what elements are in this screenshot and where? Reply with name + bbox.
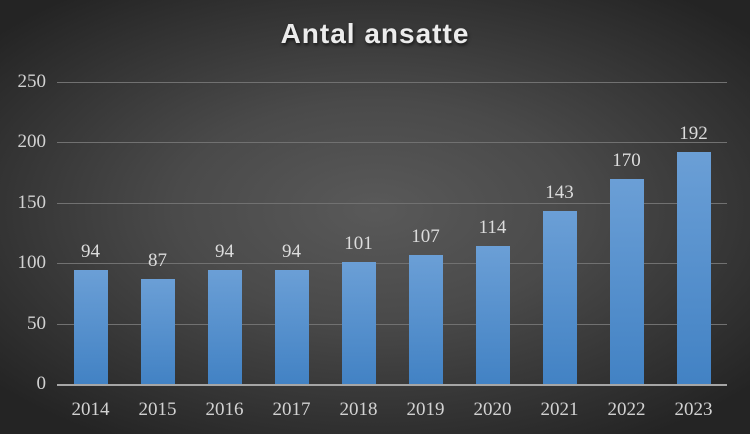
bar-value-label: 107 <box>411 225 440 247</box>
bar-value-label: 87 <box>148 249 167 271</box>
x-axis-tick-label: 2014 <box>71 399 110 420</box>
y-axis-tick-label: 0 <box>36 373 47 394</box>
bar-2021 <box>542 211 577 384</box>
bar-value-label: 143 <box>545 182 574 204</box>
y-axis-tick-label: 100 <box>17 252 47 274</box>
bar-value-label: 170 <box>612 149 641 171</box>
bar-2016 <box>207 270 242 384</box>
y-gridline <box>57 142 727 144</box>
bar-value-label: 94 <box>81 241 100 263</box>
y-gridline <box>57 263 727 265</box>
y-gridline <box>57 202 727 204</box>
x-axis-tick-label: 2021 <box>540 399 579 420</box>
y-gridline <box>57 82 727 83</box>
bar-value-label: 192 <box>679 123 708 145</box>
bar-value-label: 94 <box>282 241 301 263</box>
x-axis-tick-label: 2015 <box>138 399 177 420</box>
bar-2023 <box>676 152 711 384</box>
y-gridline <box>57 323 727 325</box>
x-axis-tick-label: 2018 <box>339 399 378 420</box>
bar-value-label: 94 <box>215 241 234 263</box>
x-axis-tick-label: 2023 <box>674 399 713 420</box>
x-axis-tick-label: 2017 <box>272 399 311 420</box>
bar-2017 <box>274 270 309 384</box>
y-axis-tick-label: 250 <box>17 71 47 92</box>
bar-2014 <box>73 270 108 384</box>
x-axis-line <box>57 384 727 386</box>
bar-value-label: 114 <box>478 217 507 239</box>
bar-2019 <box>408 254 443 384</box>
y-axis-tick-label: 200 <box>17 131 47 153</box>
x-axis-tick-label: 2019 <box>406 399 445 420</box>
bar-2020 <box>475 246 510 384</box>
chart-title: Antal ansatte <box>280 18 470 49</box>
x-axis-tick-label: 2020 <box>473 399 512 420</box>
x-axis-tick-label: 2022 <box>607 399 646 420</box>
bar-2015 <box>140 278 175 384</box>
x-axis-tick-label: 2016 <box>205 399 244 420</box>
bar-value-label: 101 <box>344 232 373 254</box>
y-axis-tick-label: 150 <box>17 191 47 213</box>
y-axis-tick-label: 50 <box>27 312 46 334</box>
bar-2022 <box>609 178 644 384</box>
bar-2018 <box>341 261 376 384</box>
